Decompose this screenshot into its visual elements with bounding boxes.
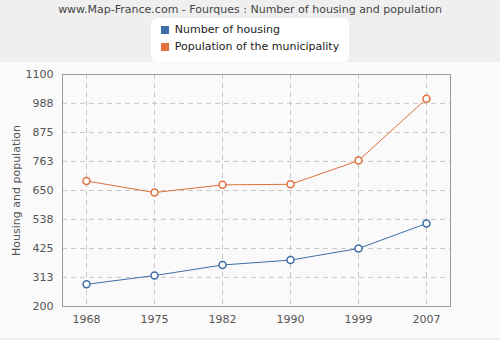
svg-text:200: 200 [33,300,54,313]
svg-text:1100: 1100 [26,68,54,81]
svg-text:988: 988 [33,97,54,110]
html-text:Population of the municipality: Population of the municipality [174,40,340,53]
html-text:Number of housing: Number of housing [174,23,280,36]
svg-text:2007: 2007 [413,313,441,326]
svg-text:875: 875 [33,126,54,139]
svg-text:1975: 1975 [141,313,169,326]
svg-text:313: 313 [33,271,54,284]
svg-text:763: 763 [33,155,54,168]
svg-text:Housing and population: Housing and population [10,125,23,256]
svg-text:538: 538 [33,213,54,226]
svg-text:1990: 1990 [277,313,305,326]
svg-text:425: 425 [33,242,54,255]
svg-text:1999: 1999 [345,313,373,326]
html-text:www.Map-France.com - Fourques: www.Map-France.com - Fourques : Number o… [58,3,442,16]
svg-text:1968: 1968 [73,313,101,326]
svg-text:650: 650 [33,184,54,197]
svg-text:1982: 1982 [209,313,237,326]
